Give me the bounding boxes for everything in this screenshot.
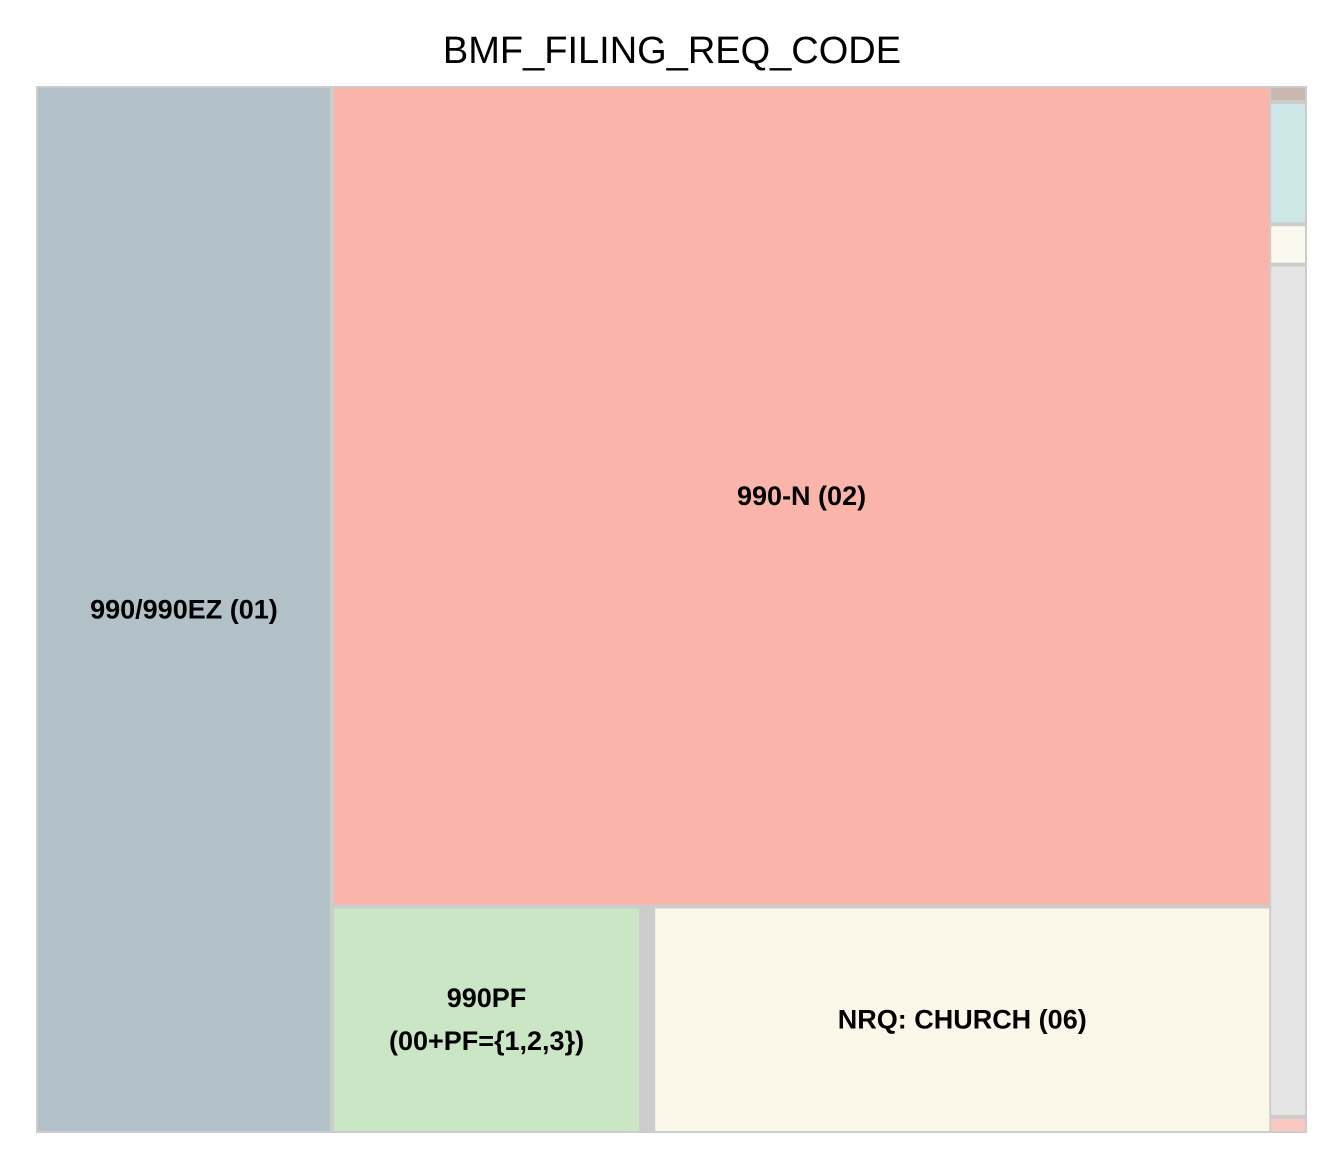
treemap-tile-label-3-0: NRQ: CHURCH (06): [838, 1005, 1087, 1035]
treemap-tile-label-0-0: 990/990EZ (01): [90, 595, 278, 625]
treemap-tile-5: [1271, 104, 1305, 223]
treemap-tile-7: [1271, 266, 1305, 1115]
treemap-tile-1: [333, 88, 1270, 905]
treemap-tile-3: [655, 908, 1270, 1131]
treemap-tile-label-2-0: 990PF: [447, 983, 527, 1013]
treemap-tile-0: [38, 88, 330, 1131]
treemap-tile-4: [1271, 88, 1305, 101]
treemap-tile-2: [333, 908, 640, 1131]
treemap-tile-label-1-0: 990-N (02): [737, 481, 866, 511]
treemap-tile-8: [1271, 1118, 1305, 1131]
treemap-tile-label-2-1: (00+PF={1,2,3}): [389, 1026, 584, 1056]
chart-title: BMF_FILING_REQ_CODE: [442, 30, 902, 72]
treemap-tile-6: [1271, 226, 1305, 263]
